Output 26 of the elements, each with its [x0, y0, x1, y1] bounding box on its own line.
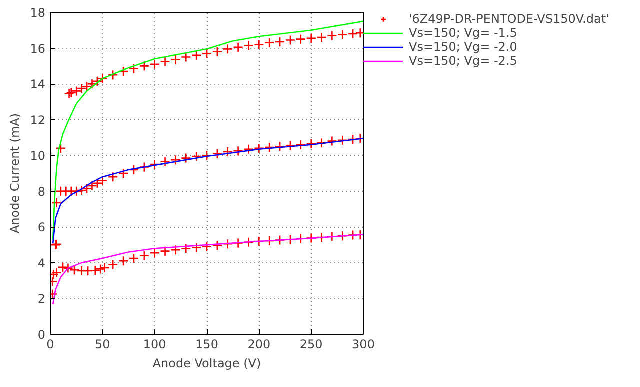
y-tick-label: 0: [38, 328, 46, 342]
legend-label: '6Z49P-DR-PENTODE-VS150V.dat': [409, 12, 610, 26]
y-tick-label: 12: [30, 113, 46, 128]
legend-label: Vs=150; Vg= -2.5: [409, 54, 518, 68]
x-tick-label: 0: [46, 338, 54, 352]
x-tick-label: 100: [143, 338, 166, 352]
y-tick-label: 16: [30, 42, 46, 56]
legend-label: Vs=150; Vg= -2.0: [409, 40, 518, 54]
y-tick-label: 18: [30, 6, 46, 20]
y-tick-label: 8: [38, 184, 46, 199]
line-series: [52, 138, 364, 244]
x-axis-title: Anode Voltage (V): [152, 356, 262, 370]
y-axis-title: Anode Current (mA): [8, 113, 22, 234]
y-tick-label: 14: [30, 78, 46, 92]
x-tick-label: 300: [352, 338, 375, 352]
legend-label: Vs=150; Vg= -1.5: [409, 26, 518, 40]
x-tick-label: 50: [95, 338, 110, 352]
x-tick-label: 250: [300, 338, 323, 352]
y-tick-label: 10: [30, 149, 46, 164]
y-tick-label: 6: [38, 220, 46, 235]
line-series: [52, 234, 364, 305]
line-series: [52, 20, 364, 240]
x-tick-label: 200: [248, 338, 271, 352]
x-tick-label: 150: [196, 338, 218, 352]
y-tick-label: 4: [38, 256, 46, 270]
y-tick-label: 2: [38, 292, 46, 306]
